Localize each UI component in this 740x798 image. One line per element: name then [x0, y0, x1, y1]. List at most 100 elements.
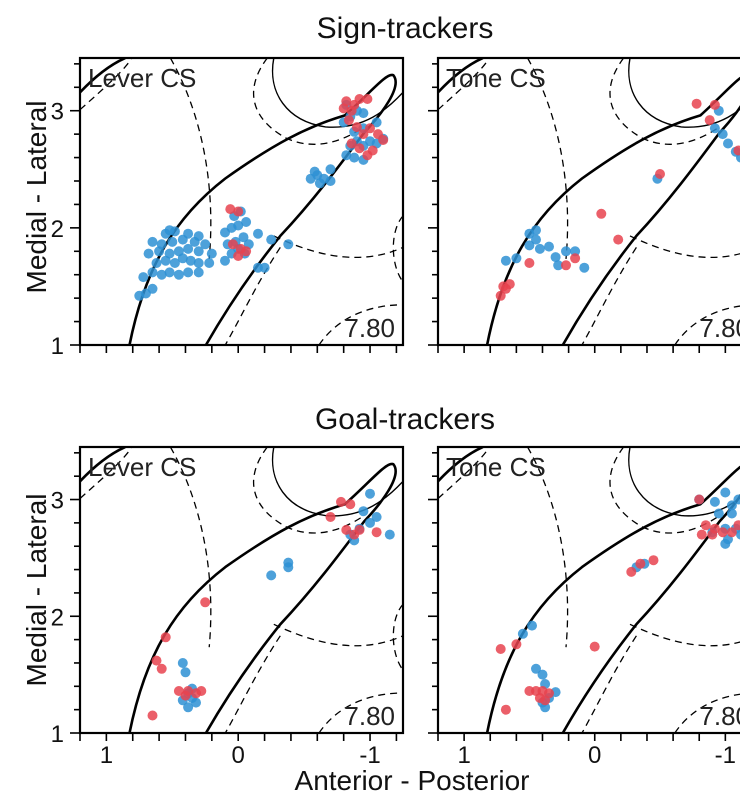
coordinate-label: 7.80: [699, 313, 740, 343]
data-point: [500, 255, 511, 266]
data-point: [338, 103, 349, 114]
data-point: [253, 228, 263, 239]
panel-1: Tone CS 7.80: [428, 56, 740, 353]
data-point: [358, 108, 369, 119]
data-point: [561, 246, 571, 257]
data-point: [341, 150, 352, 161]
data-point: [726, 508, 737, 519]
data-point: [156, 663, 167, 674]
data-point: [164, 267, 175, 278]
data-point: [655, 169, 665, 179]
data-point: [736, 529, 740, 540]
y-tick-label: 1: [51, 333, 64, 360]
data-point: [726, 500, 737, 511]
data-point: [500, 704, 511, 715]
data-point: [200, 597, 211, 608]
data-point: [156, 239, 167, 250]
data-point: [720, 538, 731, 549]
data-point: [726, 527, 737, 538]
data-point: [570, 253, 581, 264]
x-tick-label: 0: [588, 742, 601, 769]
data-point: [336, 496, 346, 507]
data-point: [206, 248, 217, 259]
data-point: [151, 655, 162, 666]
data-point: [531, 663, 541, 674]
data-point: [151, 258, 162, 268]
data-point: [180, 667, 191, 678]
coordinate-label: 7.80: [344, 701, 395, 731]
data-point: [253, 262, 263, 273]
data-point: [354, 94, 365, 104]
data-point: [707, 529, 718, 540]
data-point: [183, 243, 194, 254]
data-point: [309, 166, 320, 177]
data-point: [498, 281, 509, 292]
x-tick-label: -1: [715, 742, 736, 769]
data-point: [613, 234, 624, 245]
panel-label: Tone CS: [446, 63, 546, 93]
data-point: [527, 620, 537, 631]
atlas-outline: [438, 58, 740, 345]
data-point: [694, 494, 705, 505]
coordinate-label: 7.80: [344, 313, 395, 343]
data-point: [495, 290, 506, 301]
data-point: [143, 248, 154, 259]
data-point: [345, 499, 356, 510]
panels: Lever CS 7.80 1 2 3 Tone CS 7.80 Lever CS 7.80 1 2…: [51, 56, 740, 769]
data-point: [200, 239, 211, 250]
data-point: [349, 152, 360, 163]
data-point: [517, 628, 528, 639]
data-point: [183, 267, 194, 278]
y-tick-label: 1: [51, 721, 64, 748]
data-point: [173, 246, 184, 257]
data-point: [193, 267, 204, 278]
data-point: [160, 632, 171, 643]
data-point: [147, 267, 158, 278]
y-axis-title-bottom: Medial - Lateral: [21, 494, 52, 687]
data-point: [341, 524, 352, 535]
data-point: [346, 105, 357, 116]
data-point: [553, 260, 564, 271]
data-point: [371, 117, 382, 128]
coordinate-label: 7.80: [699, 701, 740, 731]
data-point: [173, 269, 184, 280]
y-tick-label: 3: [51, 488, 64, 515]
x-tick-label: 1: [100, 742, 113, 769]
y-tick-label: 2: [51, 604, 64, 631]
data-point: [164, 248, 175, 259]
data-point: [180, 690, 191, 701]
data-point: [183, 702, 194, 713]
data-point: [177, 658, 188, 668]
x-tick-label: -1: [359, 742, 380, 769]
data-point: [138, 272, 149, 283]
data-point: [156, 269, 167, 280]
panel-frame: [436, 445, 740, 735]
data-point: [183, 228, 194, 239]
data-point: [378, 135, 389, 145]
panel-0: Lever CS 7.80 1 2 3: [51, 56, 405, 360]
data-point: [733, 520, 740, 531]
data-point: [147, 283, 158, 294]
data-point: [233, 220, 244, 231]
data-point: [227, 239, 238, 250]
data-point: [343, 115, 354, 126]
panel-frame: [78, 56, 405, 347]
data-point: [325, 512, 336, 522]
panel-frame: [436, 56, 740, 347]
x-axis-title: Anterior - Posterior: [295, 765, 530, 796]
data-point: [717, 129, 728, 140]
row-title-sign-trackers: Sign-trackers: [317, 12, 494, 45]
data-point: [696, 529, 707, 540]
panel-label: Tone CS: [446, 452, 546, 482]
data-point: [723, 138, 733, 149]
data-point: [193, 258, 204, 268]
data-point: [537, 669, 548, 680]
data-point: [709, 99, 720, 110]
data-point: [167, 236, 178, 247]
data-point: [283, 562, 294, 573]
data-point: [371, 512, 382, 522]
data-point: [193, 231, 204, 242]
data-point: [169, 258, 180, 268]
data-point: [241, 246, 252, 257]
data-point: [164, 225, 175, 236]
